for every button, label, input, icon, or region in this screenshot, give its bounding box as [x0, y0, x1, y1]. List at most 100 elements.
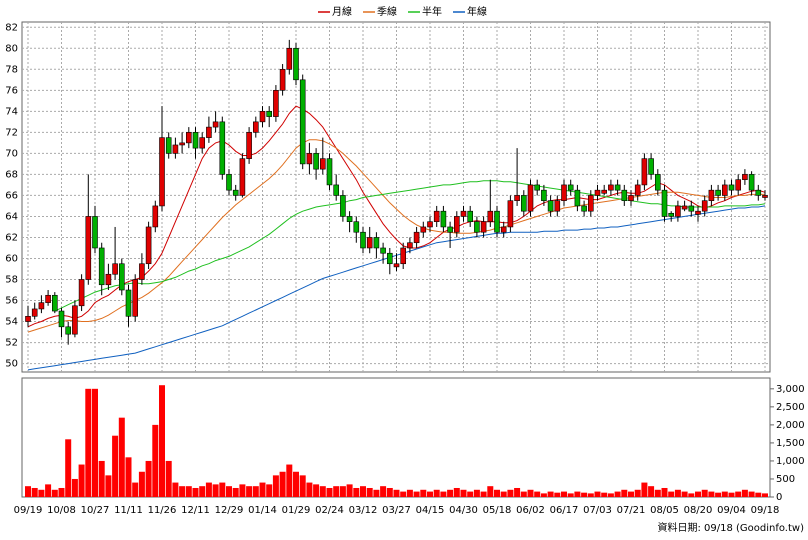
volume-bar — [621, 489, 628, 497]
volume-bar — [65, 439, 72, 497]
volume-bar — [259, 482, 266, 497]
candle-body — [762, 195, 768, 198]
candle-body — [125, 289, 132, 317]
candle-body — [500, 226, 507, 233]
candle-body — [742, 174, 748, 180]
volume-bar — [172, 482, 179, 497]
volume-bar — [118, 417, 125, 497]
volume-bar — [507, 489, 514, 497]
candle-body — [708, 189, 715, 201]
volume-bar — [674, 489, 681, 497]
candle-body — [735, 179, 742, 191]
volume-bar — [594, 491, 601, 497]
volume-bar — [440, 491, 447, 497]
volume-bar — [587, 493, 594, 497]
candle-body — [172, 144, 179, 154]
x-tick-label: 07/03 — [583, 505, 612, 516]
candle-body — [634, 184, 641, 196]
candle-body — [232, 189, 239, 196]
candle-body — [65, 326, 71, 335]
volume-bar — [581, 492, 588, 497]
volume-bar — [353, 487, 360, 497]
volume-bar — [427, 491, 433, 497]
y-tick-label: 60 — [5, 253, 18, 264]
volume-bar — [98, 460, 105, 497]
candle-body — [112, 263, 118, 275]
x-tick-label: 04/15 — [416, 505, 445, 516]
legend-label: 年線 — [467, 5, 487, 18]
candle-body — [561, 184, 567, 201]
y-tick-label: 70 — [5, 148, 18, 159]
volume-bar — [346, 484, 353, 497]
candle-body — [594, 189, 601, 196]
volume-bar — [78, 464, 85, 497]
x-tick-label: 03/12 — [349, 505, 378, 516]
volume-bar — [132, 482, 139, 497]
volume-bar — [299, 475, 306, 497]
legend-label: 季線 — [377, 5, 397, 18]
y2-tick-label: 2,000 — [776, 420, 805, 431]
x-tick-label: 12/11 — [181, 505, 210, 516]
volume-bar — [614, 491, 621, 497]
candle-body — [373, 237, 380, 249]
candle-body — [433, 210, 440, 222]
volume-bar — [112, 435, 119, 497]
volume-bar — [688, 493, 695, 497]
volume-bar — [366, 487, 373, 497]
volume-bar — [226, 486, 232, 497]
volume-bar — [246, 486, 253, 497]
candle-body — [92, 216, 98, 249]
candle-body — [366, 237, 373, 249]
volume-bar — [641, 482, 648, 497]
y-tick-label: 54 — [5, 317, 18, 328]
candle-body — [420, 226, 427, 233]
y-tick-label: 76 — [5, 85, 18, 96]
volume-bar — [654, 489, 661, 497]
ma-line — [27, 105, 766, 328]
volume-bar — [185, 486, 192, 497]
candle-body — [192, 132, 199, 149]
volume-bar — [92, 388, 98, 497]
x-tick-label: 12/29 — [215, 505, 244, 516]
x-tick-label: 01/29 — [282, 505, 311, 516]
candle-body — [299, 79, 306, 165]
volume-bar — [447, 489, 454, 497]
x-tick-label: 06/02 — [516, 505, 545, 516]
candle-body — [45, 294, 51, 303]
x-tick-label: 04/30 — [449, 505, 478, 516]
volume-bar — [152, 424, 159, 497]
candle-body — [601, 189, 608, 194]
volume-bar — [145, 460, 152, 497]
volume-bar — [460, 489, 467, 497]
candle-body — [259, 111, 266, 123]
y2-tick-label: 0 — [776, 492, 782, 503]
volume-bar — [420, 489, 427, 497]
candle-body — [681, 205, 688, 210]
candle-body — [695, 210, 701, 215]
candle-body — [480, 221, 487, 233]
candle-body — [186, 132, 192, 144]
candle-body — [574, 189, 581, 207]
volume-bar — [279, 471, 286, 497]
volume-bar — [748, 491, 755, 497]
x-tick-label: 08/05 — [650, 505, 679, 516]
volume-bar — [500, 491, 507, 497]
volume-bar — [708, 491, 715, 497]
candle-body — [206, 126, 212, 138]
candle-body — [25, 315, 31, 322]
volume-bar — [413, 491, 420, 497]
volume-bar — [159, 385, 165, 497]
x-tick-label: 09/18 — [751, 505, 780, 516]
candle-body — [474, 221, 480, 233]
candle-body — [239, 158, 246, 196]
x-tick-label: 10/27 — [81, 505, 110, 516]
volume-bar — [473, 489, 480, 497]
y-tick-label: 58 — [5, 275, 18, 286]
x-tick-label: 11/26 — [148, 505, 177, 516]
candle-body — [721, 184, 728, 196]
candle-body — [400, 247, 407, 265]
candle-body — [393, 263, 400, 268]
candle-body — [179, 142, 185, 146]
y2-tick-label: 1,000 — [776, 456, 805, 467]
